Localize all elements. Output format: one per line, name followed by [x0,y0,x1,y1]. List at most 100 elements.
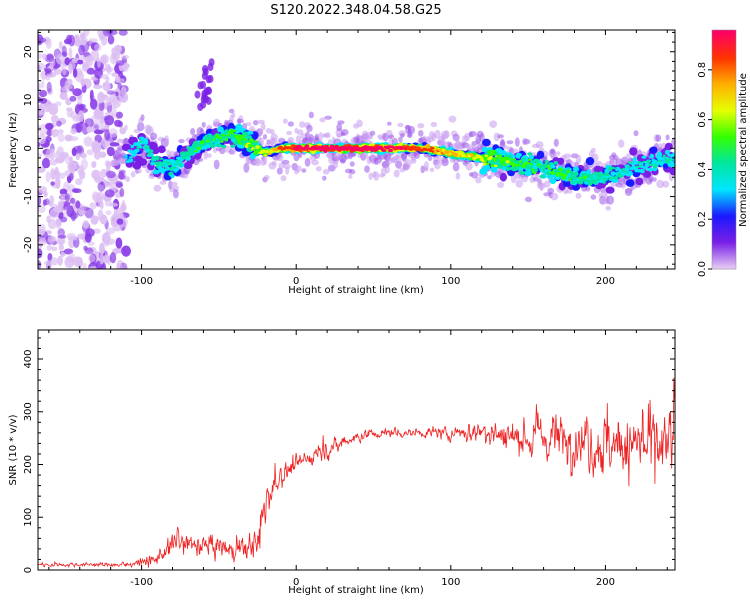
heatmap-ridge-cell [671,163,675,169]
heatmap-halo-cell [265,127,272,134]
heatmap-ridge-cell [582,178,586,182]
heatmap-ridge-cell [544,159,549,165]
heatmap-ridge-cell [637,161,642,164]
heatmap-ridge-cell [596,172,602,176]
heatmap-noise-cell [68,136,79,142]
heatmap-halo-cell [125,176,130,183]
heatmap-noise-cell [75,200,81,209]
colorbar-cell [712,61,736,65]
heatmap-noise-cell [77,59,84,65]
heatmap-ridge-cell [190,151,195,155]
colorbar-cell [712,239,736,242]
heatmap-ridge-cell [186,146,190,149]
colorbar-cell [712,265,736,268]
heatmap-ridge-cell [643,170,652,178]
heatmap-ridge-cell [504,156,509,160]
heatmap-noise-cell [45,135,52,143]
heatmap-ridge-cell [150,158,155,161]
heatmap-noise-cell [58,41,63,50]
colorbar-cell [712,185,736,188]
heatmap-ridge-cell [501,159,506,163]
heatmap-ridge-cell [220,140,224,143]
heatmap-noise-cell [44,54,55,63]
heatmap-noise-cell [99,151,107,158]
heatmap-ridge-cell [490,153,495,156]
heatmap-ridge-cell [602,177,608,182]
colorbar-cell [712,247,736,250]
heatmap-noise-cell [68,156,73,162]
colorbar-cell [712,225,736,228]
heatmap-halo-cell [397,122,404,128]
heatmap-halo-cell [535,141,544,149]
heatmap-halo-cell [539,181,544,192]
heatmap-ridge-cell [132,161,142,170]
heatmap-halo-cell [369,130,376,136]
colorbar-cell [712,263,736,266]
x-tick-label: 0 [293,276,299,287]
heatmap-noise-cell [94,176,103,184]
colorbar-tick-label: 0.6 [697,112,708,128]
colorbar-cell [712,51,736,55]
heatmap-halo-cell [404,158,412,169]
heatmap-noise-cell [38,133,47,145]
heatmap-noise-cell [54,101,62,107]
colorbar-cell [712,231,736,234]
heatmap-halo-cell [662,180,670,188]
heatmap-noise-cell [46,245,53,251]
heatmap-noise-cell [100,54,109,64]
colorbar-cell [712,95,736,99]
heatmap-halo-cell [349,169,356,175]
heatmap-noise-cell [46,81,52,93]
colorbar-cell [712,121,736,125]
heatmap-ridge-cell [662,154,666,159]
heatmap-halo-cell [340,158,346,164]
heatmap-noise-cell [60,60,65,71]
heatmap-noise-cell [97,181,106,192]
heatmap-ridge-cell [608,177,612,181]
heatmap-halo-cell [260,122,266,131]
heatmap-halo-cell [118,175,126,180]
colorbar-cell [712,139,736,143]
heatmap-noise-cell [116,218,124,225]
heatmap-halo-cell [430,121,438,128]
colorbar-cell [712,163,736,167]
colorbar-cell [712,73,736,77]
heatmap-halo-cell [373,171,380,181]
colorbar-cell [712,33,736,37]
heatmap-halo-cell [368,172,374,180]
colorbar-cell [712,171,736,174]
heatmap-ridge-cell [158,161,163,164]
heatmap-halo-cell [618,139,625,148]
heatmap-halo-cell [550,149,555,155]
colorbar-cell [712,201,736,204]
heatmap-ridge-cell [193,149,198,153]
snr-panel: -100 0 100 200 0 100 200 300 400 Height of stra… [8,329,676,596]
colorbar-cell [712,47,736,51]
heatmap-halo-cell [287,121,294,127]
heatmap-halo-cell [337,120,345,125]
x-tick-label: 100 [441,276,460,287]
heatmap-noise-cell [105,227,116,235]
heatmap-halo-cell [348,174,353,179]
heatmap-ridge-cell [625,167,630,171]
heatmap-halo-cell [441,158,449,167]
heatmap-ridge-cell [518,170,526,175]
heatmap-ridge-cell [482,164,491,171]
heatmap-halo-cell [150,132,158,141]
heatmap-ridge-cell [664,142,673,151]
heatmap-noise-cell [104,115,115,126]
heatmap-halo-cell [228,108,235,114]
heatmap-noise-cell [77,165,85,176]
heatmap-noise-cell [64,152,70,165]
colorbar-tick-label: 0.8 [697,62,708,78]
heatmap-ridge-cell [232,130,237,132]
heatmap-ridge-cell [539,174,545,179]
colorbar-cell [712,149,736,153]
heatmap-ridge-cell [184,152,189,156]
heatmap-ridge-cell [600,173,605,177]
heatmap-noise-cell [45,38,52,49]
heatmap-ridge-cell [492,157,496,160]
heatmap-noise-cell [91,140,100,152]
heatmap-ridge-cell [483,162,487,166]
heatmap-noise-cell [56,120,62,127]
